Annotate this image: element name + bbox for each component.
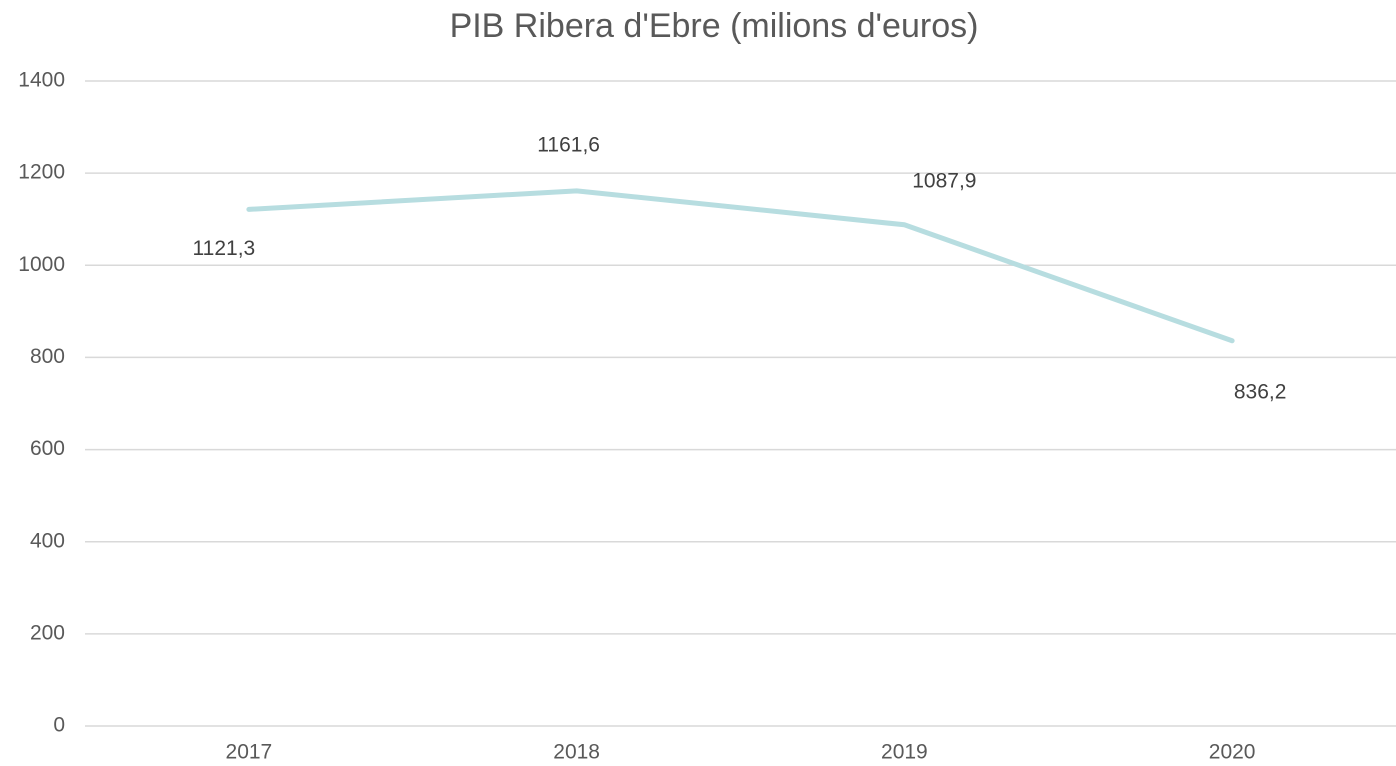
y-tick-label: 0 [53, 714, 65, 737]
x-tick-label: 2019 [881, 741, 928, 764]
y-tick-label: 1200 [18, 161, 65, 184]
y-tick-label: 1400 [18, 69, 65, 92]
data-line [246, 188, 1235, 344]
chart-title: PIB Ribera d'Ebre (milions d'euros) [450, 7, 979, 45]
x-tick-label: 2018 [553, 741, 600, 764]
y-tick-label: 600 [30, 437, 65, 460]
y-tick-label: 800 [30, 345, 65, 368]
data-label: 1087,9 [912, 169, 976, 192]
data-label: 1161,6 [537, 133, 600, 156]
x-tick-label: 2020 [1209, 741, 1256, 764]
y-tick-label: 400 [30, 529, 65, 552]
data-label: 1121,3 [193, 237, 256, 260]
x-tick-label: 2017 [226, 741, 273, 764]
data-label: 836,2 [1234, 380, 1287, 403]
y-tick-label: 1000 [18, 253, 65, 276]
y-tick-label: 200 [30, 621, 65, 644]
